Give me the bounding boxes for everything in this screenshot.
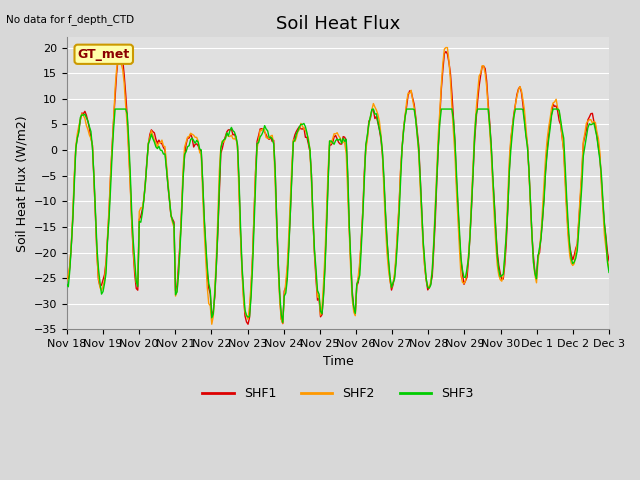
Legend: SHF1, SHF2, SHF3: SHF1, SHF2, SHF3: [198, 382, 478, 405]
Line: SHF3: SHF3: [67, 109, 609, 323]
SHF2: [253, 145, 261, 151]
SHF2: [226, 133, 234, 139]
Line: SHF1: SHF1: [67, 51, 609, 324]
SHF1: [244, 321, 252, 327]
SHF1: [578, 173, 586, 179]
SHF3: [279, 320, 287, 325]
SHF1: [116, 48, 124, 54]
Text: No data for f_depth_CTD: No data for f_depth_CTD: [6, 14, 134, 25]
SHF2: [208, 321, 216, 327]
SHF1: [255, 132, 262, 138]
Y-axis label: Soil Heat Flux (W/m2): Soil Heat Flux (W/m2): [15, 115, 28, 252]
SHF3: [253, 141, 261, 146]
SHF1: [605, 258, 613, 264]
Text: GT_met: GT_met: [77, 48, 130, 61]
SHF2: [244, 316, 252, 322]
SHF3: [63, 281, 70, 287]
SHF3: [578, 183, 586, 189]
SHF1: [246, 314, 253, 320]
SHF2: [301, 128, 309, 133]
SHF3: [226, 128, 234, 133]
SHF3: [605, 270, 613, 276]
SHF1: [303, 134, 311, 140]
SHF1: [131, 271, 139, 277]
X-axis label: Time: Time: [323, 355, 353, 368]
SHF3: [244, 314, 252, 320]
Line: SHF2: SHF2: [67, 48, 609, 324]
SHF2: [605, 266, 613, 272]
SHF2: [578, 166, 586, 172]
SHF2: [63, 278, 70, 284]
Title: Soil Heat Flux: Soil Heat Flux: [276, 15, 400, 33]
SHF3: [131, 258, 139, 264]
SHF3: [303, 130, 311, 135]
SHF3: [111, 106, 119, 112]
SHF1: [226, 127, 234, 133]
SHF1: [63, 275, 70, 280]
SHF2: [129, 247, 137, 252]
SHF2: [442, 45, 450, 50]
